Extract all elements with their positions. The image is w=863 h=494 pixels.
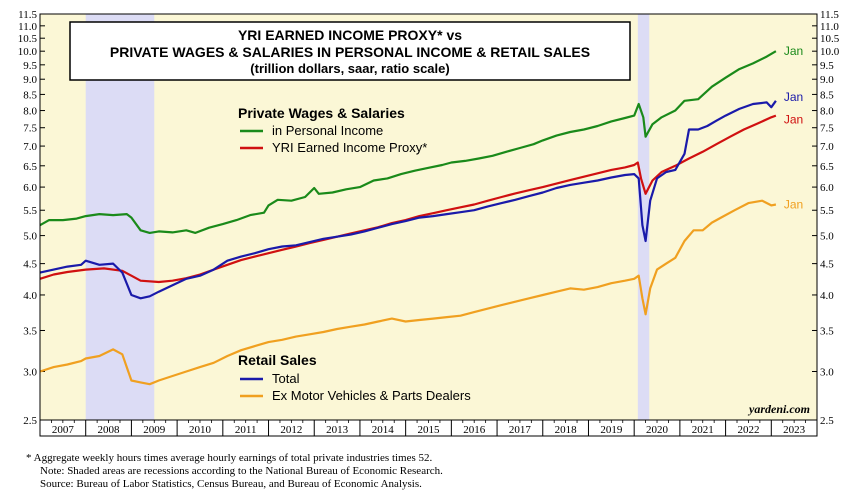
plot-frame: [39, 13, 818, 437]
y-tick-label-left: 5.5: [23, 205, 37, 217]
y-tick-label-right: 8.0: [820, 106, 834, 118]
series-line-3: [39, 199, 777, 386]
y-tick-label-right: 11.5: [820, 9, 839, 21]
x-tick-label: 2008: [98, 424, 121, 436]
footnote-asterisk: * Aggregate weekly hours times average h…: [26, 452, 433, 464]
y-tick-label-right: 9.0: [820, 74, 834, 86]
y-tick-label-right: 11.0: [820, 21, 839, 33]
y-tick-label-left: 6.5: [23, 161, 37, 173]
y-tick-label-right: 4.5: [820, 259, 834, 271]
y-tick-label-right: 6.0: [820, 182, 834, 194]
y-tick-label-left: 7.0: [23, 141, 37, 153]
x-tick-label: 2017: [509, 424, 532, 436]
footnote-source: Source: Bureau of Labor Statistics, Cens…: [40, 478, 422, 490]
x-tick-label: 2010: [189, 424, 212, 436]
y-tick-label-right: 9.5: [820, 60, 834, 72]
series-end-label-2: Jan: [784, 90, 803, 104]
y-tick-label-right: 5.0: [820, 231, 834, 243]
y-tick-label-right: 5.5: [820, 205, 834, 217]
y-tick-label-left: 10.5: [18, 33, 38, 45]
series-end-label-1: Jan: [784, 113, 803, 127]
y-tick-label-right: 4.0: [820, 290, 834, 302]
recession-shading: [85, 14, 650, 420]
x-tick-label: 2016: [463, 424, 486, 436]
y-tick-label-right: 10.0: [820, 46, 840, 58]
legend-label-retail-ex-motor: Ex Motor Vehicles & Parts Dealers: [272, 388, 471, 403]
y-tick-label-left: 11.5: [18, 9, 37, 21]
chart: 2.5 3.0 3.5 4.0 4.5 5.0 5.5 6.0 6.5 7.0 7.5 8.0 8.5 9…: [18, 9, 840, 437]
legend-label-earned-income-proxy: YRI Earned Income Proxy*: [272, 140, 427, 155]
recession-band: [637, 14, 650, 420]
series-lines: [39, 50, 777, 386]
series-end-label-3: Jan: [784, 197, 803, 211]
x-tick-label: 2019: [600, 424, 623, 436]
y-tick-label-left: 9.5: [23, 60, 37, 72]
y-tick-label-right: 7.0: [820, 141, 834, 153]
y-tick-label-left: 2.5: [23, 415, 37, 427]
y-tick-label-left: 8.0: [23, 106, 37, 118]
y-tick-label-left: 8.5: [23, 89, 37, 101]
y-tick-label-right: 6.5: [820, 161, 834, 173]
y-axis-left: 2.5 3.0 3.5 4.0 4.5 5.0 5.5 6.0 6.5 7.0 7.5 8.0 8.5 9…: [18, 9, 45, 427]
x-axis: 2007 2008 2009 2010 2011 2012 2013 2014 2015 2016…: [39, 419, 817, 436]
legend-wages-title: Private Wages & Salaries: [238, 105, 405, 121]
x-tick-label: 2023: [783, 424, 806, 436]
y-tick-label-left: 7.5: [23, 123, 37, 135]
y-axis-right: 2.5 3.0 3.5 4.0 4.5 5.0 5.5 6.0 6.5 7.0 7.5 8.0 8.5 9…: [812, 9, 840, 427]
x-tick-label: 2011: [235, 424, 257, 436]
series-line-2: [39, 100, 777, 300]
x-tick-label: 2007: [52, 424, 75, 436]
y-tick-label-right: 7.5: [820, 123, 834, 135]
y-tick-label-right: 8.5: [820, 89, 834, 101]
y-tick-label-left: 5.0: [23, 231, 37, 243]
chart-subtitle: (trillion dollars, saar, ratio scale): [250, 61, 449, 76]
x-tick-label: 2015: [418, 424, 441, 436]
y-tick-label-left: 4.5: [23, 259, 37, 271]
x-tick-label: 2014: [372, 424, 395, 436]
legend-label-retail-total: Total: [272, 371, 300, 386]
legend-wages: Private Wages & Salaries in Personal Inc…: [238, 105, 427, 155]
x-tick-label: 2013: [326, 424, 349, 436]
series-end-label-0: Jan: [784, 44, 803, 58]
y-tick-label-right: 3.0: [820, 366, 834, 378]
x-tick-label: 2022: [737, 424, 759, 436]
y-tick-label-left: 11.0: [18, 21, 37, 33]
y-tick-label-left: 6.0: [23, 182, 37, 194]
footnotes: * Aggregate weekly hours times average h…: [26, 452, 846, 491]
title-frame: [69, 21, 631, 81]
chart-title-line1: YRI EARNED INCOME PROXY* vs: [238, 27, 462, 43]
watermark: yardeni.com: [747, 402, 810, 416]
legend-retail: Retail Sales Total Ex Motor Vehicles & P…: [238, 352, 471, 403]
footnote-note: Note: Shaded areas are recessions accord…: [40, 465, 443, 477]
legend-retail-title: Retail Sales: [238, 352, 317, 368]
chart-title-line2: PRIVATE WAGES & SALARIES IN PERSONAL INC…: [110, 44, 590, 60]
title-box: YRI EARNED INCOME PROXY* vs PRIVATE WAGE…: [69, 21, 631, 81]
end-labels: Jan Jan Jan Jan: [784, 44, 803, 211]
y-tick-label-left: 9.0: [23, 74, 37, 86]
x-tick-label: 2012: [280, 424, 302, 436]
y-tick-label-left: 3.5: [23, 325, 37, 337]
y-tick-label-right: 10.5: [820, 33, 840, 45]
x-tick-label: 2018: [555, 424, 578, 436]
y-tick-label-right: 2.5: [820, 415, 834, 427]
legend-label-personal-income: in Personal Income: [272, 123, 383, 138]
series-line-1: [39, 114, 777, 284]
y-tick-label-left: 4.0: [23, 290, 37, 302]
series-line-0: [39, 50, 777, 234]
x-tick-label: 2021: [692, 424, 714, 436]
x-tick-label: 2020: [646, 424, 669, 436]
y-tick-label-right: 3.5: [820, 325, 834, 337]
x-tick-label: 2009: [143, 424, 166, 436]
y-tick-label-left: 10.0: [18, 46, 38, 58]
y-tick-label-left: 3.0: [23, 366, 37, 378]
